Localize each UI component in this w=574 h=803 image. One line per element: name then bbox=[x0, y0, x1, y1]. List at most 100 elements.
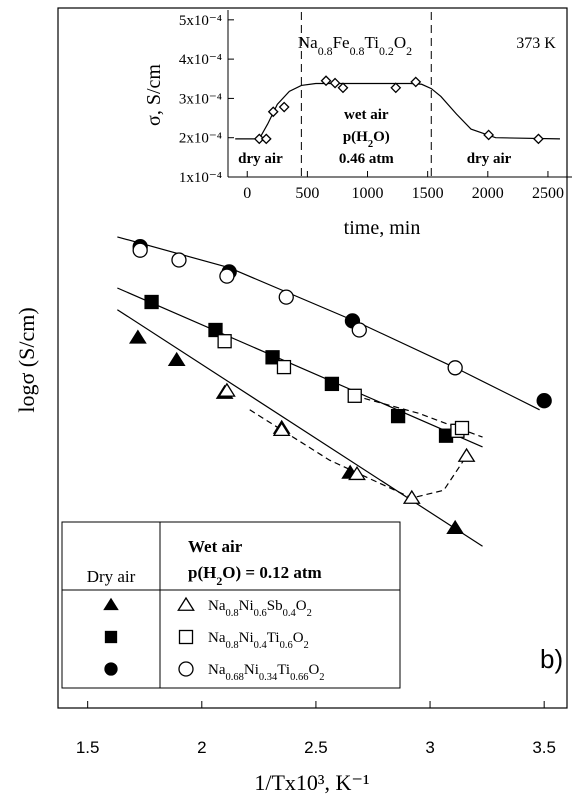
inset-region-label-part: 2 bbox=[368, 139, 373, 150]
legend-label-part: 2 bbox=[319, 672, 324, 683]
data-point bbox=[390, 82, 402, 94]
inset-formula: Na0.8Fe0.8Ti0.2O2 bbox=[298, 33, 412, 58]
legend-marker bbox=[178, 629, 194, 645]
inset-region-label: 0.46 atm bbox=[339, 151, 394, 167]
legend-marker bbox=[104, 630, 118, 644]
inset-formula-part: 2 bbox=[406, 44, 412, 58]
data-point bbox=[218, 382, 236, 397]
inset-formula-part: 0.8 bbox=[318, 44, 333, 58]
panel-label: b) bbox=[540, 644, 563, 674]
inset-x-label: time, min bbox=[344, 217, 421, 239]
legend-label-part: 0.34 bbox=[259, 672, 278, 683]
data-point bbox=[144, 294, 159, 310]
legend-label-part: 0.68 bbox=[226, 672, 244, 683]
data-point bbox=[402, 489, 421, 504]
fit-line bbox=[117, 287, 483, 448]
inset-y-label: σ, S/cm bbox=[143, 64, 165, 126]
legend-label-part: Ti bbox=[277, 662, 290, 678]
data-point bbox=[278, 289, 294, 305]
data-point bbox=[208, 322, 223, 338]
legend-header-part: O) = 0.12 atm bbox=[222, 563, 321, 582]
legend-label-part: 0.4 bbox=[283, 608, 297, 619]
data-point bbox=[446, 519, 465, 534]
data-point bbox=[265, 350, 280, 365]
inset-region-label: dry air bbox=[467, 151, 512, 167]
data-point bbox=[390, 408, 406, 424]
legend-label-part: Ni bbox=[244, 662, 259, 678]
inset-x-tick-label: 1500 bbox=[412, 185, 444, 202]
legend-label-part: Ni bbox=[239, 630, 254, 646]
data-point bbox=[278, 101, 290, 113]
legend-label-part: Na bbox=[208, 630, 226, 646]
data-point bbox=[533, 133, 544, 145]
data-point bbox=[129, 329, 147, 344]
inset-formula-part: Fe bbox=[333, 33, 350, 52]
data-point bbox=[454, 420, 470, 436]
inset-region-label-part: wet air bbox=[344, 107, 389, 123]
data-point bbox=[347, 388, 362, 403]
data-point bbox=[351, 322, 367, 338]
inset-x-tick-label: 2500 bbox=[532, 185, 564, 202]
legend-marker bbox=[103, 597, 119, 611]
data-point bbox=[171, 252, 187, 268]
inset-y-tick-label: 2x10⁻⁴ bbox=[179, 131, 222, 147]
data-point bbox=[337, 82, 349, 94]
legend-label-part: Ti bbox=[267, 630, 280, 646]
legend-label-part: 0.8 bbox=[226, 608, 239, 619]
data-point bbox=[272, 421, 291, 437]
data-point bbox=[267, 106, 279, 118]
inset-y-tick-label: 5x10⁻⁴ bbox=[179, 13, 222, 29]
legend-header: Wet air bbox=[188, 537, 243, 556]
inset-x-tick-label: 500 bbox=[295, 185, 319, 202]
data-point bbox=[447, 360, 463, 376]
inset-x-tick-label: 1000 bbox=[352, 185, 384, 202]
legend-label: Na0.8Ni0.4Ti0.6O2 bbox=[208, 630, 309, 651]
legend-header-part: p(H bbox=[188, 563, 216, 582]
data-point bbox=[348, 465, 366, 481]
legend-header-part: 2 bbox=[216, 574, 222, 588]
y-axis-label: logσ (S/cm) bbox=[14, 307, 39, 412]
legend-label-part: 2 bbox=[304, 640, 309, 651]
legend-label-part: 0.8 bbox=[226, 640, 239, 651]
legend-label-part: O bbox=[296, 598, 307, 614]
inset-formula-part: 0.2 bbox=[379, 44, 394, 58]
inset-fit-line bbox=[235, 82, 560, 140]
legend-label-part: 0.66 bbox=[290, 672, 308, 683]
inset-region-label-part: 0.46 atm bbox=[339, 151, 394, 167]
legend-label-part: Na bbox=[208, 598, 226, 614]
inset-temperature: 373 K bbox=[516, 35, 556, 52]
x-tick-label: 1.5 bbox=[76, 738, 100, 757]
inset-region-label-part: O) bbox=[373, 129, 390, 145]
data-point bbox=[253, 133, 265, 145]
data-point bbox=[219, 268, 235, 284]
inset-formula-part: O bbox=[394, 33, 406, 52]
x-axis-label: 1/Tx10³, K⁻¹ bbox=[254, 770, 369, 795]
legend-header: Dry air bbox=[87, 567, 136, 586]
x-tick-label: 2.5 bbox=[304, 738, 328, 757]
legend-label: Na0.8Ni0.6Sb0.4O2 bbox=[208, 598, 312, 619]
data-point bbox=[217, 334, 232, 349]
legend-label-part: 0.6 bbox=[254, 608, 267, 619]
legend-label-part: Na bbox=[208, 662, 226, 678]
fit-line bbox=[117, 309, 483, 547]
inset-formula-part: 0.8 bbox=[350, 44, 365, 58]
legend-label-part: 0.4 bbox=[254, 640, 268, 651]
inset-region-label: wet air bbox=[344, 107, 389, 123]
data-point bbox=[457, 447, 476, 462]
inset-region-label: dry air bbox=[238, 151, 283, 167]
plot-frame bbox=[57, 7, 568, 709]
inset-region-label-part: dry air bbox=[467, 151, 512, 167]
data-point bbox=[483, 129, 495, 141]
legend-marker bbox=[177, 596, 195, 611]
data-point bbox=[329, 77, 341, 89]
x-tick-label: 3 bbox=[425, 738, 434, 757]
inset-y-tick-label: 3x10⁻⁴ bbox=[179, 91, 222, 107]
data-point bbox=[132, 242, 148, 258]
data-point bbox=[167, 351, 186, 367]
legend-label: Na0.68Ni0.34Ti0.66O2 bbox=[208, 662, 325, 683]
inset-formula-part: Na bbox=[298, 33, 318, 52]
legend-marker bbox=[104, 662, 118, 676]
inset-region-label-part: dry air bbox=[238, 151, 283, 167]
legend-label-part: Ni bbox=[239, 598, 254, 614]
